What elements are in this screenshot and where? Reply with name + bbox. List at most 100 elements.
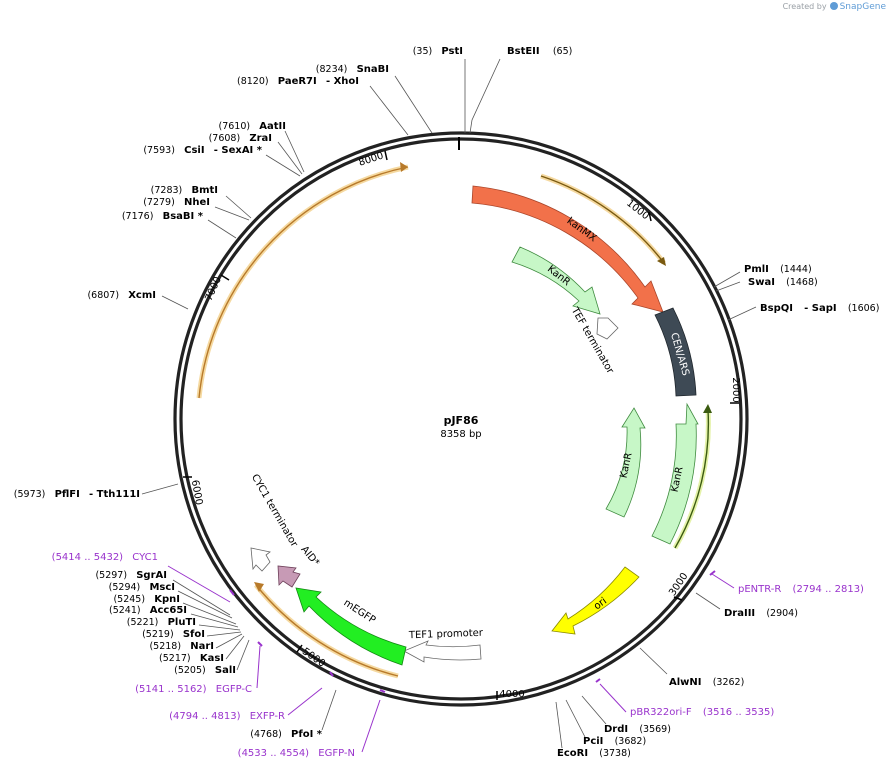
outer-arc-bottom-line	[255, 584, 399, 677]
feature-label-tef-terminator: TEF terminator	[568, 305, 616, 377]
leader-sgrai	[172, 579, 231, 616]
primer-label-exfp-r: (4794 .. 4813) EXFP-R	[169, 711, 285, 722]
site-label-zrai: (7608) ZraI	[209, 133, 272, 144]
site-label-bsteii: BstEII (65)	[507, 46, 572, 57]
site-label-kpni: (5245) KpnI	[113, 594, 180, 605]
outer-arc-top-line	[198, 166, 409, 399]
tick-8000	[384, 150, 388, 161]
site-label-xcmi: (6807) XcmI	[87, 290, 156, 301]
primer-leader-egfp-c	[256, 645, 261, 689]
feature-kanr-upper	[511, 246, 601, 315]
primer-mark-egfp-c	[257, 641, 263, 647]
tick-label-5000: 5000	[300, 646, 327, 670]
outer-arc-top-head	[400, 162, 408, 172]
site-leaders	[141, 58, 757, 749]
feature-label-kanr-right: KanR	[669, 466, 685, 494]
credit-brand: SnapGene	[839, 2, 886, 12]
leader-bspqi	[727, 306, 757, 321]
primer-leader-exfp-r	[287, 687, 323, 716]
outer-arc-bottom-head	[254, 582, 264, 592]
leader-snabi	[394, 75, 433, 134]
leader-nhei	[214, 206, 250, 221]
leader-msci	[177, 590, 233, 619]
site-label-nari: (5218) NarI	[149, 641, 214, 652]
feature-label-kanr-inner: KanR	[618, 452, 634, 480]
primer-leader-cyc1	[167, 565, 231, 603]
leader-ecori	[555, 701, 563, 749]
primer-leader-egfp-n	[361, 699, 381, 753]
outer-arcs	[196, 162, 712, 679]
site-label-csii: (7593) CsiI - SexAI *	[143, 145, 262, 156]
feature-tef1-promoter	[403, 640, 482, 663]
site-label-bspqi: BspQI - SapI (1606)	[760, 303, 879, 314]
primer-label-cyc1: (5414 .. 5432) CYC1	[52, 552, 158, 563]
site-label-snabi: (8234) SnaBI	[316, 64, 389, 75]
outer-arc-top	[196, 164, 409, 399]
site-label-bmti: (7283) BmtI	[151, 185, 218, 196]
outer-arc-green-head	[703, 404, 712, 413]
leader-pcii	[565, 699, 586, 738]
tick-1000	[648, 211, 652, 222]
leader-pfoi	[321, 689, 337, 731]
leader-aatii	[284, 130, 305, 173]
leader-acc65i	[190, 613, 239, 628]
leader-kpni	[182, 602, 237, 625]
feature-megfp	[295, 587, 407, 666]
primer-mark-egfp-n	[379, 689, 386, 693]
primer-label-pentr-r: pENTR-R (2794 .. 2813)	[738, 584, 864, 595]
primer-leader-pentr-r	[711, 573, 735, 589]
primer-leader-pbr322ori-f	[599, 683, 627, 713]
tick-5000	[296, 644, 303, 653]
tick-label-8000: 8000	[357, 150, 385, 168]
feature-label-aid: AID*	[298, 544, 321, 568]
leader-swai	[715, 281, 741, 292]
tick-label-6000: 6000	[189, 479, 204, 506]
tick-7000	[220, 274, 230, 281]
leader-drdi	[581, 695, 607, 725]
leader-paer7i	[369, 85, 409, 136]
site-label-ecori: EcoRI (3738)	[557, 748, 631, 759]
outer-arc-right-head	[657, 257, 666, 266]
leader-pluti	[198, 624, 241, 631]
tick-label-2000: 2000	[730, 377, 741, 402]
primer-labels: (5414 .. 5432) CYC1 (5141 .. 5162) EGFP-…	[52, 552, 864, 759]
primer-label-egfp-n: (4533 .. 4554) EGFP-N	[238, 748, 355, 759]
site-label-pluti: (5221) PluTI	[127, 617, 196, 628]
feature-label-tef1-promoter: TEF1 promoter	[408, 628, 484, 642]
site-label-aatii: (7610) AatII	[219, 121, 287, 132]
leader-pflfi	[141, 483, 179, 495]
leader-zrai	[277, 141, 303, 175]
outer-arc-green-line	[674, 409, 710, 549]
plasmid-name: pJF86	[444, 414, 479, 427]
primer-mark-pbr322ori-f	[595, 678, 601, 683]
feature-kanr-inner	[605, 407, 646, 518]
plasmid-size: 8358 bp	[440, 429, 481, 440]
leader-nari	[215, 633, 243, 649]
site-label-psti: (35) PstI	[413, 46, 463, 57]
leader-bmti	[225, 195, 252, 219]
backbone-inner-circle	[179, 137, 743, 701]
primer-label-pbr322ori-f: pBR322ori-F (3516 .. 3535)	[630, 707, 774, 718]
site-label-drdi: DrdI (3569)	[604, 724, 671, 735]
leader-sali	[236, 639, 250, 671]
leader-bsteii	[469, 58, 501, 134]
leader-xcmi	[161, 295, 189, 310]
credit-prefix: Created by	[782, 2, 827, 11]
site-label-acc65i: (5241) Acc65I	[109, 605, 187, 616]
site-label-pfoi: (4768) PfoI *	[250, 729, 323, 740]
leader-bsabi	[207, 219, 237, 239]
site-label-kasi: (5217) KasI	[159, 653, 224, 664]
site-label-paer7i: (8120) PaeR7I - XhoI	[237, 76, 359, 87]
tick-3000	[673, 596, 683, 601]
site-label-sali: (5205) SalI	[174, 665, 236, 676]
leader-sfoi	[206, 631, 242, 637]
primer-mark-exfp-r	[329, 671, 334, 677]
site-labels: (35) PstI BstEII (65) (8234) SnaBI (8120…	[14, 46, 880, 759]
site-label-msci: (5294) MscI	[109, 582, 175, 593]
leader-csii	[265, 154, 301, 177]
leader-kasi	[225, 635, 245, 660]
feature-aid	[277, 565, 301, 588]
feature-ori	[551, 566, 640, 635]
site-label-pcii: PciI (3682)	[583, 736, 646, 747]
